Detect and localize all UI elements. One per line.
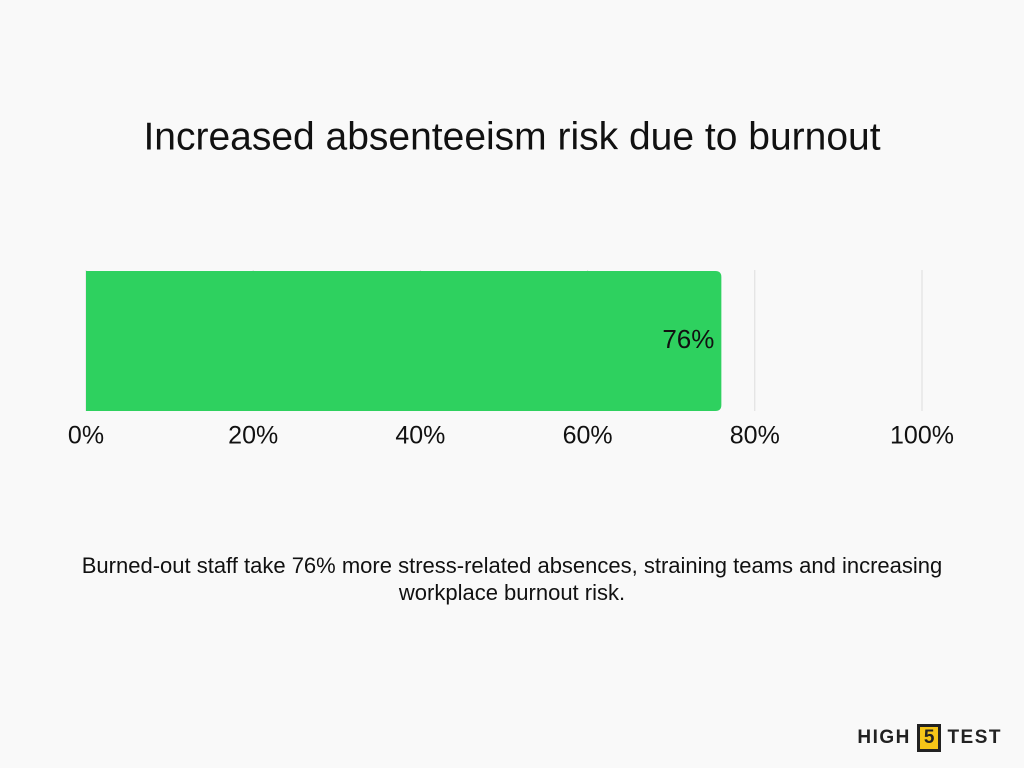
chart-title: Increased absenteeism risk due to burnou…: [143, 115, 880, 158]
brand-box: 5: [916, 724, 942, 752]
brand-text: HIGH: [857, 727, 911, 748]
x-tick-label: 20%: [228, 422, 278, 450]
x-tick-label: 60%: [563, 422, 613, 450]
x-tick-label: 80%: [730, 422, 780, 450]
x-tick-label: 0%: [68, 422, 104, 450]
x-tick-label: 100%: [890, 422, 954, 450]
x-tick-label: 40%: [395, 422, 445, 450]
caption: Burned-out staff take 76% more stress-re…: [81, 553, 943, 605]
brand-logo: HIGH 5 TEST: [857, 724, 1002, 752]
brand-text: TEST: [947, 727, 1002, 748]
bar: [86, 271, 722, 411]
data-label: 76%: [662, 324, 714, 354]
